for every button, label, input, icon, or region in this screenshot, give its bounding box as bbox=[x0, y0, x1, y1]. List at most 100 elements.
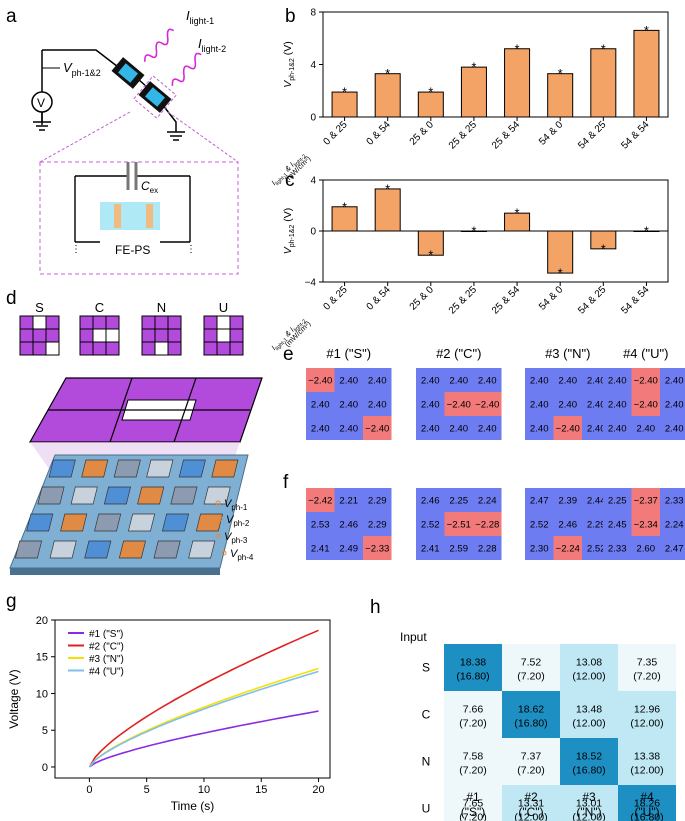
y-tick-label: 4 bbox=[310, 176, 316, 187]
row-label: S bbox=[422, 661, 430, 675]
heatmap-expected: (16.80) bbox=[514, 718, 547, 730]
heatmap-cell bbox=[444, 738, 502, 785]
weight-value: 2.40 bbox=[587, 424, 606, 435]
weight-cell bbox=[603, 368, 632, 392]
error-marker: * bbox=[342, 85, 347, 100]
weight-value: 2.40 bbox=[449, 376, 468, 387]
y-tick-label: 5 bbox=[42, 725, 48, 737]
heatmap-expected: (16.80) bbox=[456, 671, 489, 683]
x-tick-label: 0 & 25 bbox=[321, 119, 350, 148]
light1-label: Ilight-1 bbox=[186, 8, 214, 26]
weight-cell bbox=[444, 416, 473, 440]
heatmap-value: 7.52 bbox=[521, 657, 542, 669]
heatmap-value: 13.48 bbox=[576, 704, 602, 716]
weight-cell bbox=[363, 416, 392, 440]
display-pattern-3d bbox=[28, 377, 263, 443]
heatmap-expected: (12.00) bbox=[514, 812, 547, 821]
error-marker: * bbox=[558, 266, 563, 281]
weight-value: 2.40 bbox=[530, 376, 549, 387]
weight-cell bbox=[363, 368, 392, 392]
weight-value: −2.51 bbox=[447, 520, 471, 531]
array-device bbox=[146, 459, 174, 478]
weight-value: −2.40 bbox=[634, 376, 658, 387]
heatmap-expected: (12.00) bbox=[572, 718, 605, 730]
weight-value: 2.40 bbox=[478, 376, 497, 387]
pattern-pixel bbox=[92, 341, 107, 356]
error-marker: * bbox=[385, 66, 390, 81]
heatmap-value: 13.31 bbox=[518, 798, 544, 810]
bar bbox=[590, 230, 617, 250]
weight-cell bbox=[444, 488, 473, 512]
y-tick-label: 0 bbox=[310, 227, 316, 238]
weight-cell bbox=[553, 392, 582, 416]
pattern-pixel bbox=[216, 328, 231, 343]
heatmap-expected: (16.80) bbox=[572, 765, 605, 777]
heatmap-expected: (7.20) bbox=[517, 765, 544, 777]
weight-cell bbox=[660, 392, 685, 416]
panel-f-measured-weights: −2.42 2.21 2.29 2.53 2.46 2.29 2.41 2.49 −2.33 2.… bbox=[306, 488, 685, 560]
weight-cell bbox=[603, 392, 632, 416]
weight-cell bbox=[603, 488, 632, 512]
grid-title: #1 ("S") bbox=[326, 346, 371, 361]
pattern-pixel bbox=[216, 315, 231, 330]
weight-value: 2.53 bbox=[311, 520, 330, 531]
weight-cell bbox=[553, 416, 582, 440]
panel-label-g: g bbox=[6, 591, 17, 612]
circuit-schematic bbox=[31, 49, 185, 141]
legend-label: #2 ("C") bbox=[89, 642, 124, 653]
panel-label-h: h bbox=[370, 597, 381, 618]
array-device bbox=[118, 540, 146, 559]
weight-cell bbox=[631, 512, 660, 536]
weight-cell bbox=[363, 488, 392, 512]
vph-terminal bbox=[215, 533, 221, 539]
weight-value: 2.40 bbox=[478, 424, 497, 435]
weight-value: −2.40 bbox=[556, 424, 580, 435]
weight-cell bbox=[525, 488, 554, 512]
weight-value: 2.25 bbox=[449, 496, 468, 507]
col-label: #3 bbox=[582, 790, 596, 804]
weight-value: −2.40 bbox=[447, 400, 471, 411]
weight-value: 2.40 bbox=[368, 376, 387, 387]
weight-cell bbox=[553, 488, 582, 512]
panel-label-b: b bbox=[285, 6, 296, 27]
weight-value: 2.46 bbox=[558, 520, 577, 531]
bar bbox=[633, 230, 660, 232]
x-tick-label: 54 & 0 bbox=[537, 119, 566, 148]
pattern-pixel bbox=[105, 328, 120, 343]
array-device bbox=[14, 540, 43, 559]
weight-value: 2.40 bbox=[339, 400, 358, 411]
weight-value: 2.40 bbox=[636, 424, 655, 435]
weight-value: −2.42 bbox=[308, 496, 332, 507]
error-marker: * bbox=[558, 66, 563, 81]
weight-cell bbox=[525, 536, 554, 560]
vph-label: Vph-1&2 bbox=[63, 60, 101, 78]
panel-label-f: f bbox=[283, 472, 289, 493]
weight-cell bbox=[416, 512, 445, 536]
pattern-pixel bbox=[167, 315, 182, 330]
weight-value: −2.40 bbox=[365, 424, 389, 435]
chart-g: 0 5 10 15 20 0 5 10 15 20 Time (s) Voltage (V) #1 ("… bbox=[7, 615, 331, 813]
col-label: #4 bbox=[640, 790, 654, 804]
pattern-pixel bbox=[79, 315, 94, 330]
weight-value: −2.28 bbox=[475, 520, 499, 531]
weight-cell bbox=[603, 536, 632, 560]
heatmap-expected: (12.00) bbox=[630, 765, 663, 777]
heatmap-cell bbox=[560, 691, 618, 738]
heatmap-expected: (12.00) bbox=[572, 671, 605, 683]
weight-cell bbox=[363, 536, 392, 560]
panel-label-d: d bbox=[6, 288, 17, 309]
pattern-pixel bbox=[167, 341, 182, 356]
weight-cell bbox=[473, 536, 502, 560]
error-marker: * bbox=[601, 41, 606, 56]
y-axis-label: Voltage (V) bbox=[7, 669, 21, 728]
weight-value: 2.60 bbox=[636, 544, 655, 555]
pattern-pixel bbox=[229, 341, 244, 356]
array-device bbox=[48, 459, 76, 478]
x-tick-label: 25 & 25 bbox=[447, 119, 479, 151]
x-tick-label: 25 & 54 bbox=[490, 119, 522, 151]
series-line bbox=[88, 670, 319, 768]
panel-h-heatmap: InputNeuronS18.38(16.80)7.52(7.20)13.08(… bbox=[400, 630, 676, 821]
weight-cell bbox=[553, 512, 582, 536]
weight-value: 2.39 bbox=[558, 496, 577, 507]
weight-value: 2.44 bbox=[587, 496, 606, 507]
